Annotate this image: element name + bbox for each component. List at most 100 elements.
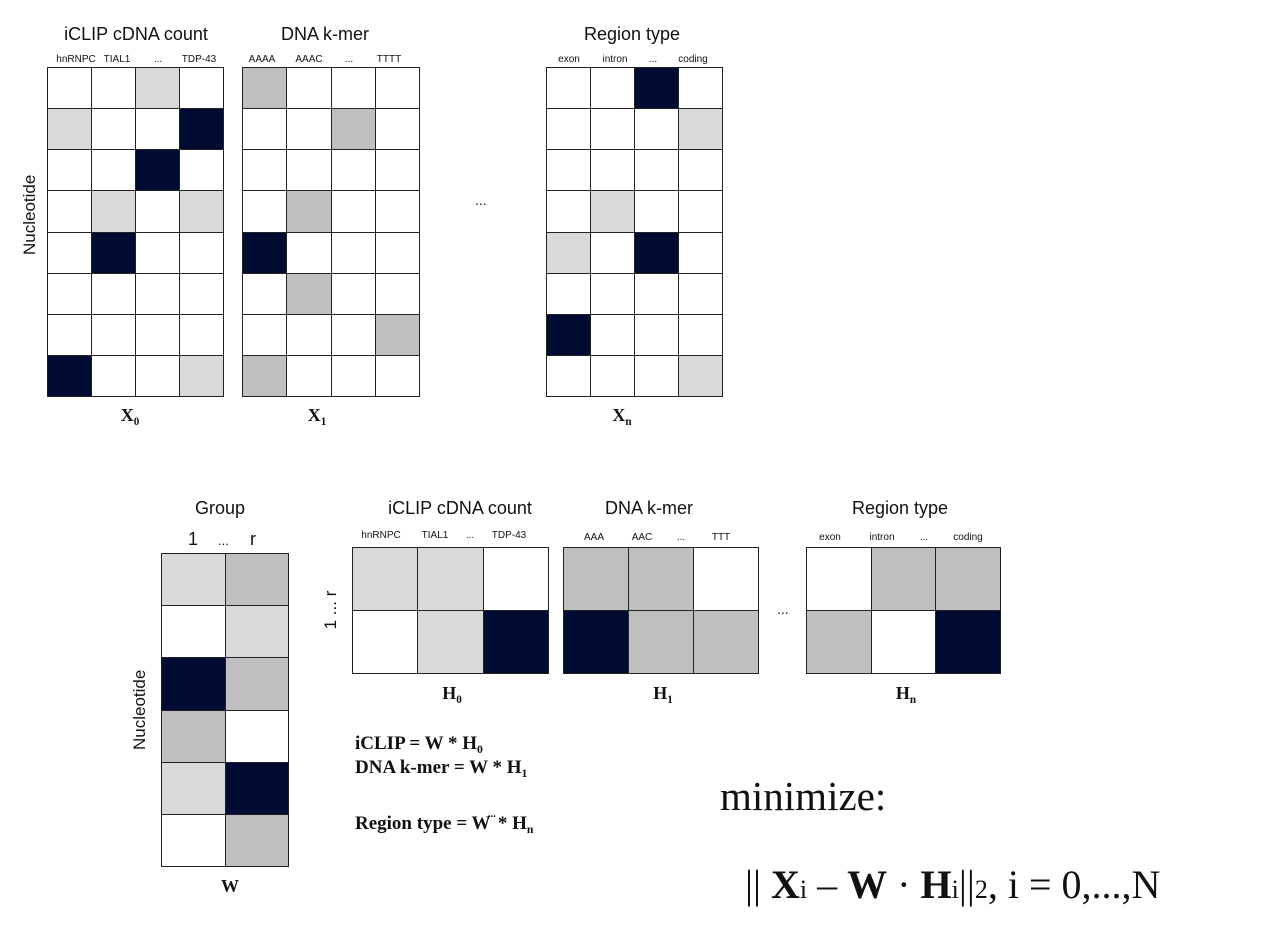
matrix-cell — [547, 232, 591, 274]
matrix-hn-col-label: ... — [919, 532, 929, 543]
matrix-cell — [591, 273, 635, 315]
matrix-x1-col-label: AAAC — [295, 54, 323, 65]
matrix-cell — [679, 314, 723, 356]
matrix-cell — [136, 68, 180, 110]
matrix-cell — [635, 355, 679, 397]
matrix-xn-col-label: coding — [678, 54, 708, 65]
matrix-cell — [180, 355, 224, 397]
matrix-cell — [547, 191, 591, 233]
matrix-cell — [375, 109, 420, 151]
matrix-cell — [225, 762, 289, 815]
matrix-cell — [92, 68, 136, 110]
w-label: W — [221, 876, 239, 896]
matrix-cell — [331, 109, 376, 151]
matrix-cell — [375, 150, 420, 192]
matrix-cell — [483, 611, 549, 674]
equation-region-type: Region type = W... * Hn — [355, 808, 534, 837]
matrix-cell — [635, 314, 679, 356]
matrix-cell — [136, 355, 180, 397]
matrix-cell — [162, 762, 226, 815]
matrix-cell — [871, 611, 937, 674]
matrix-cell — [287, 273, 332, 315]
matrix-cell — [243, 150, 288, 192]
matrix-cell — [92, 273, 136, 315]
matrix-cell — [679, 191, 723, 233]
matrix-cell — [92, 109, 136, 151]
matrix-cell — [180, 314, 224, 356]
matrix-cell — [243, 109, 288, 151]
matrix-h0-col-label: ... — [465, 530, 475, 541]
matrix-cell — [547, 68, 591, 110]
matrix-x1-col-label: ... — [344, 54, 354, 65]
matrix-cell — [180, 109, 224, 151]
matrix-cell — [547, 109, 591, 151]
matrix-cell — [225, 658, 289, 711]
matrix-cell — [547, 150, 591, 192]
matrix-cell — [287, 314, 332, 356]
matrix-cell — [679, 109, 723, 151]
matrix-cell — [807, 548, 872, 611]
matrix-cell — [48, 314, 92, 356]
w-col-label: r — [250, 529, 256, 549]
matrix-cell — [92, 355, 136, 397]
matrix-x0-col-label: TIAL1 — [103, 54, 131, 65]
matrix-cell — [871, 548, 937, 611]
matrix-h1-col-label: AAC — [631, 532, 653, 543]
matrix-cell — [375, 191, 420, 233]
matrix-cell — [375, 355, 420, 397]
matrix-cell — [136, 150, 180, 192]
matrix-cell — [287, 109, 332, 151]
matrix-cell — [591, 150, 635, 192]
w-title: Group — [194, 498, 246, 518]
matrix-cell — [629, 548, 694, 611]
matrix-cell — [353, 548, 419, 611]
h-row-axis-label: 1 ... r — [321, 590, 340, 630]
matrix-cell — [162, 606, 226, 659]
matrix-xn-title: Region type — [583, 24, 681, 44]
matrix-xn-grid — [546, 67, 723, 397]
matrix-cell — [180, 68, 224, 110]
matrix-x0-col-label: hnRNPC — [56, 54, 96, 65]
matrix-cell — [287, 191, 332, 233]
matrix-cell — [225, 710, 289, 763]
matrix-cell — [375, 273, 420, 315]
matrix-cell — [331, 150, 376, 192]
matrix-h0-col-label: TDP-43 — [491, 530, 527, 541]
matrix-cell — [48, 150, 92, 192]
matrix-cell — [225, 606, 289, 659]
w-col-label: 1 — [188, 529, 199, 549]
matrix-cell — [136, 232, 180, 274]
matrix-cell — [679, 68, 723, 110]
matrix-cell — [92, 314, 136, 356]
matrix-x1-title: DNA k-mer — [280, 24, 370, 44]
matrix-cell — [48, 232, 92, 274]
matrix-cell — [287, 68, 332, 110]
matrix-h1-col-label: ... — [676, 532, 686, 543]
matrix-cell — [243, 232, 288, 274]
matrix-cell — [694, 611, 759, 674]
matrix-cell — [136, 273, 180, 315]
matrix-cell — [547, 273, 591, 315]
matrix-cell — [225, 814, 289, 867]
matrix-cell — [243, 68, 288, 110]
matrix-cell — [807, 611, 872, 674]
minimize-label: minimize: — [720, 773, 887, 819]
matrix-h0-label: H0 — [442, 683, 462, 706]
matrix-hn-col-label: intron — [869, 532, 895, 543]
top-ellipsis: ... — [475, 192, 487, 208]
matrix-cell — [162, 554, 226, 607]
matrix-cell — [547, 314, 591, 356]
matrix-h0-grid — [352, 547, 549, 674]
equation-iclip: iCLIP = W * H0 — [355, 733, 483, 757]
matrix-cell — [694, 548, 759, 611]
matrix-h1-grid — [563, 547, 759, 674]
matrix-cell — [591, 355, 635, 397]
w-grid — [161, 553, 289, 867]
matrix-xn-col-label: intron — [602, 54, 628, 65]
matrix-cell — [564, 611, 629, 674]
matrix-cell — [92, 232, 136, 274]
matrix-cell — [136, 191, 180, 233]
matrix-cell — [331, 68, 376, 110]
matrix-x0-title: iCLIP cDNA count — [64, 24, 208, 44]
matrix-cell — [92, 191, 136, 233]
